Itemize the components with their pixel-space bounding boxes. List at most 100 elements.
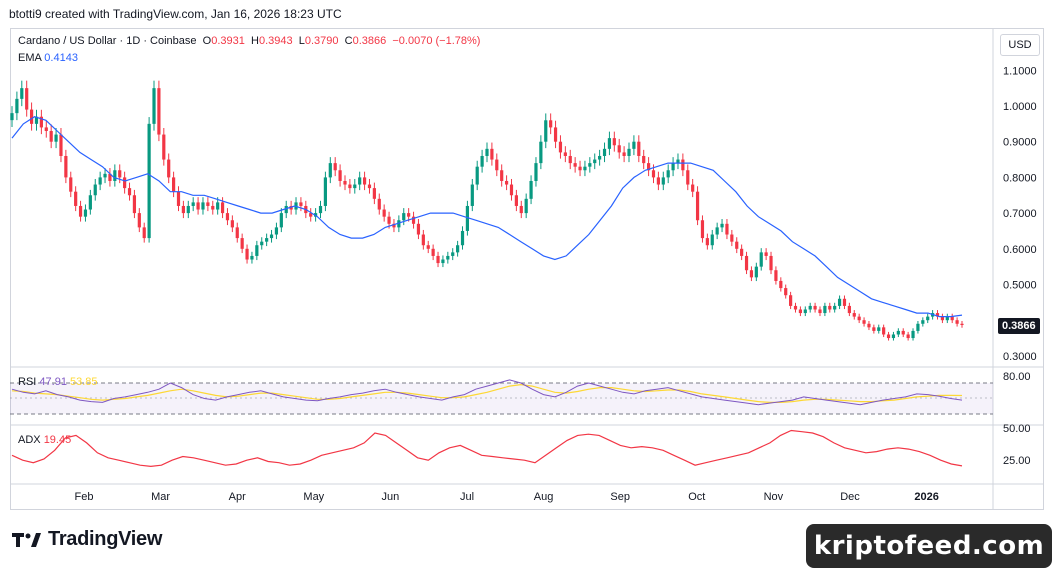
candle-body <box>754 266 758 278</box>
rsi-ma-value: 53.85 <box>70 376 98 388</box>
candle-body <box>955 320 959 324</box>
candle-body <box>862 320 866 324</box>
adx-legend[interactable]: ADX 19.45 <box>18 434 71 446</box>
candle-body <box>544 120 548 142</box>
candle-body <box>34 116 39 124</box>
candle-body <box>225 213 230 221</box>
candle-body <box>686 170 690 185</box>
candle-body <box>338 170 342 181</box>
candle-body <box>74 191 78 206</box>
candle-body <box>328 163 332 178</box>
candle-body <box>333 163 337 171</box>
candle-body <box>495 159 499 171</box>
time-axis-label: May <box>303 491 324 503</box>
price-axis-label: 0.8000 <box>1003 172 1037 184</box>
candle-body <box>402 213 406 221</box>
candle-body <box>147 123 151 239</box>
price-axis-label: 0.6000 <box>1003 244 1037 256</box>
candle-body <box>906 334 910 339</box>
candle-body <box>730 234 734 242</box>
candle-body <box>774 270 778 281</box>
candle-body <box>358 177 362 185</box>
candle-body <box>769 255 773 271</box>
candle-body <box>646 163 651 171</box>
candle-body <box>152 88 156 124</box>
candle-body <box>519 205 523 214</box>
kriptofeed-watermark: kriptofeed.com <box>806 524 1052 568</box>
candle-body <box>250 255 254 260</box>
candle-body <box>568 155 572 164</box>
candle-body <box>59 134 63 156</box>
time-axis-label: Jun <box>382 491 400 503</box>
candle-body <box>220 202 225 214</box>
open-label: O <box>202 35 212 47</box>
ema-legend[interactable]: EMA 0.4143 <box>18 52 78 64</box>
tradingview-logo-icon <box>12 532 41 547</box>
candle-body <box>289 205 293 210</box>
candle-body <box>661 177 665 185</box>
candle-body <box>167 159 171 178</box>
adx-line <box>11 429 963 468</box>
price-axis-label: 0.7000 <box>1003 208 1037 220</box>
candle-body <box>842 298 847 306</box>
candle-body <box>142 227 146 239</box>
candle-body <box>715 227 719 235</box>
candle-body <box>666 170 670 178</box>
candle-body <box>818 309 822 314</box>
candle-body <box>833 305 837 310</box>
rsi-ma-line <box>11 383 963 403</box>
candle-body <box>309 213 313 217</box>
candle-body <box>362 177 367 185</box>
candle-body <box>216 202 220 210</box>
candle-body <box>39 116 43 128</box>
candle-body <box>710 234 714 246</box>
candle-body <box>632 141 636 149</box>
candle-body <box>588 163 592 167</box>
candle-body <box>348 184 352 189</box>
candle-body <box>960 323 964 325</box>
time-axis-label: Mar <box>151 491 170 503</box>
candle-body <box>382 209 386 217</box>
candle-body <box>504 180 509 185</box>
candle-body <box>602 148 607 156</box>
candle-body <box>137 213 141 228</box>
candle-body <box>15 98 19 114</box>
candle-body <box>891 334 896 339</box>
currency-button[interactable]: USD <box>1000 34 1040 56</box>
candle-body <box>744 255 749 271</box>
candle-body <box>749 270 754 278</box>
candle-body <box>877 327 881 331</box>
candle-body <box>397 220 401 228</box>
candle-body <box>553 127 558 142</box>
high-label: H <box>251 35 259 47</box>
candle-body <box>372 188 376 199</box>
tradingview-logo[interactable]: TradingView <box>12 528 162 551</box>
high-value: 0.3943 <box>258 35 293 47</box>
tradingview-logo-text: TradingView <box>48 528 163 550</box>
candle-body <box>759 252 763 267</box>
candle-body <box>529 180 533 199</box>
candle-body <box>916 323 920 331</box>
candle-body <box>191 202 195 206</box>
candle-body <box>627 148 631 156</box>
close-value: 0.3866 <box>352 35 387 47</box>
candle-body <box>921 320 925 324</box>
symbol-legend[interactable]: Cardano / US Dollar · 1D · Coinbase O 0.3… <box>18 35 480 47</box>
price-axis-label: 1.1000 <box>1003 65 1037 77</box>
candle-body <box>681 159 685 171</box>
candle-body <box>318 205 323 214</box>
candle-body <box>598 155 602 160</box>
candle-body <box>64 155 68 178</box>
rsi-legend[interactable]: RSI 47.91 53.85 <box>18 376 98 388</box>
candle-body <box>132 195 137 214</box>
candle-body <box>539 141 543 164</box>
candle-body <box>500 170 504 181</box>
candle-body <box>230 220 234 228</box>
symbol-name[interactable]: Cardano / US Dollar · 1D · Coinbase <box>18 35 197 47</box>
candle-body <box>573 163 577 167</box>
candle-body <box>945 316 949 321</box>
time-axis-label: Feb <box>75 491 94 503</box>
candle-body <box>25 88 29 110</box>
rsi-value: 47.91 <box>39 376 67 388</box>
